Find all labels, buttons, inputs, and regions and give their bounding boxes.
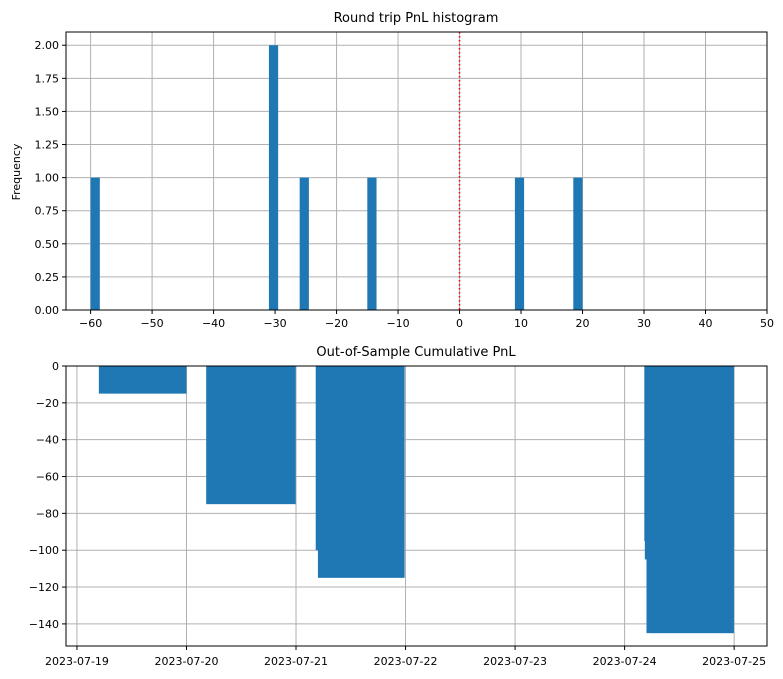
histogram-ylabel: Frequency (10, 143, 23, 200)
cumulative-pnl-ytick-label: −40 (36, 434, 59, 447)
histogram-xtick-label: −60 (79, 317, 102, 330)
cumulative-pnl-xtick-label: 2023-07-23 (483, 655, 547, 668)
histogram-ytick-label: 0.25 (35, 271, 60, 284)
cumulative-pnl-bar (98, 366, 187, 394)
histogram-xtick-label: −50 (140, 317, 163, 330)
histogram-bars (90, 45, 583, 310)
cumulative-pnl-xtick-label: 2023-07-25 (702, 655, 766, 668)
histogram-ytick-label: 0.00 (35, 304, 60, 317)
histogram-bar (573, 177, 583, 310)
histogram-xtick-label: 10 (514, 317, 528, 330)
cumulative-pnl-bar (317, 366, 405, 578)
histogram-xtick-label: 40 (699, 317, 713, 330)
histogram-ticks: −60 −50 −40 −30 −20 −10 0 10 20 30 40 50 0.00 0.25 0.5… (35, 39, 775, 330)
cumulative-pnl-xtick-label: 2023-07-24 (593, 655, 657, 668)
histogram-ytick-label: 1.25 (35, 139, 60, 152)
histogram-xtick-label: 50 (760, 317, 774, 330)
histogram-frame (65, 31, 768, 311)
histogram-xtick-label: −10 (386, 317, 409, 330)
cumulative-pnl-ytick-label: −120 (29, 581, 59, 594)
cumulative-pnl-xtick-label: 2023-07-19 (45, 655, 109, 668)
cumulative-pnl-ticks: 2023-07-19 2023-07-20 2023-07-21 2023-07-22… (29, 360, 766, 668)
histogram-ytick-label: 0.75 (35, 205, 60, 218)
histogram-grid (66, 32, 768, 311)
cumulative-pnl-bar (649, 366, 734, 634)
cumulative-pnl-frame (65, 365, 768, 647)
histogram-bar (299, 177, 309, 310)
histogram-xtick-label: 0 (456, 317, 463, 330)
cumulative-pnl-xtick-label: 2023-07-22 (374, 655, 438, 668)
histogram-ytick-label: 1.50 (35, 105, 60, 118)
cumulative-pnl-ytick-label: −140 (29, 618, 59, 631)
cumulative-pnl-axes: Out-of-Sample Cumulative PnL 2023-07-19 2… (29, 345, 768, 668)
histogram-title: Round trip PnL histogram (334, 11, 499, 26)
histogram-bar (90, 177, 100, 310)
cumulative-pnl-xtick-label: 2023-07-20 (155, 655, 219, 668)
cumulative-pnl-xtick-label: 2023-07-21 (264, 655, 328, 668)
cumulative-pnl-grid (66, 365, 767, 646)
cumulative-pnl-ytick-label: −80 (36, 507, 59, 520)
histogram-xtick-label: −30 (263, 317, 286, 330)
cumulative-pnl-ytick-label: 0 (52, 360, 59, 373)
histogram-bar (268, 45, 279, 310)
histogram-ytick-label: 0.50 (35, 238, 60, 251)
histogram-axes: Round trip PnL histogram Frequency −60 −5… (10, 11, 774, 330)
histogram-bar (514, 177, 525, 310)
histogram-ytick-label: 2.00 (35, 39, 60, 52)
cumulative-pnl-title: Out-of-Sample Cumulative PnL (316, 345, 516, 360)
histogram-ytick-label: 1.75 (35, 72, 60, 85)
cumulative-pnl-bar (206, 366, 296, 505)
histogram-ytick-label: 1.00 (35, 172, 60, 185)
cumulative-pnl-ytick-label: −100 (29, 544, 59, 557)
histogram-xtick-label: 30 (637, 317, 651, 330)
histogram-xtick-label: −40 (202, 317, 225, 330)
histogram-bar (367, 177, 377, 310)
cumulative-pnl-bars (98, 366, 734, 634)
cumulative-pnl-ytick-label: −60 (36, 471, 59, 484)
histogram-xtick-label: −20 (325, 317, 348, 330)
cumulative-pnl-ytick-label: −20 (36, 397, 59, 410)
histogram-xtick-label: 20 (576, 317, 590, 330)
